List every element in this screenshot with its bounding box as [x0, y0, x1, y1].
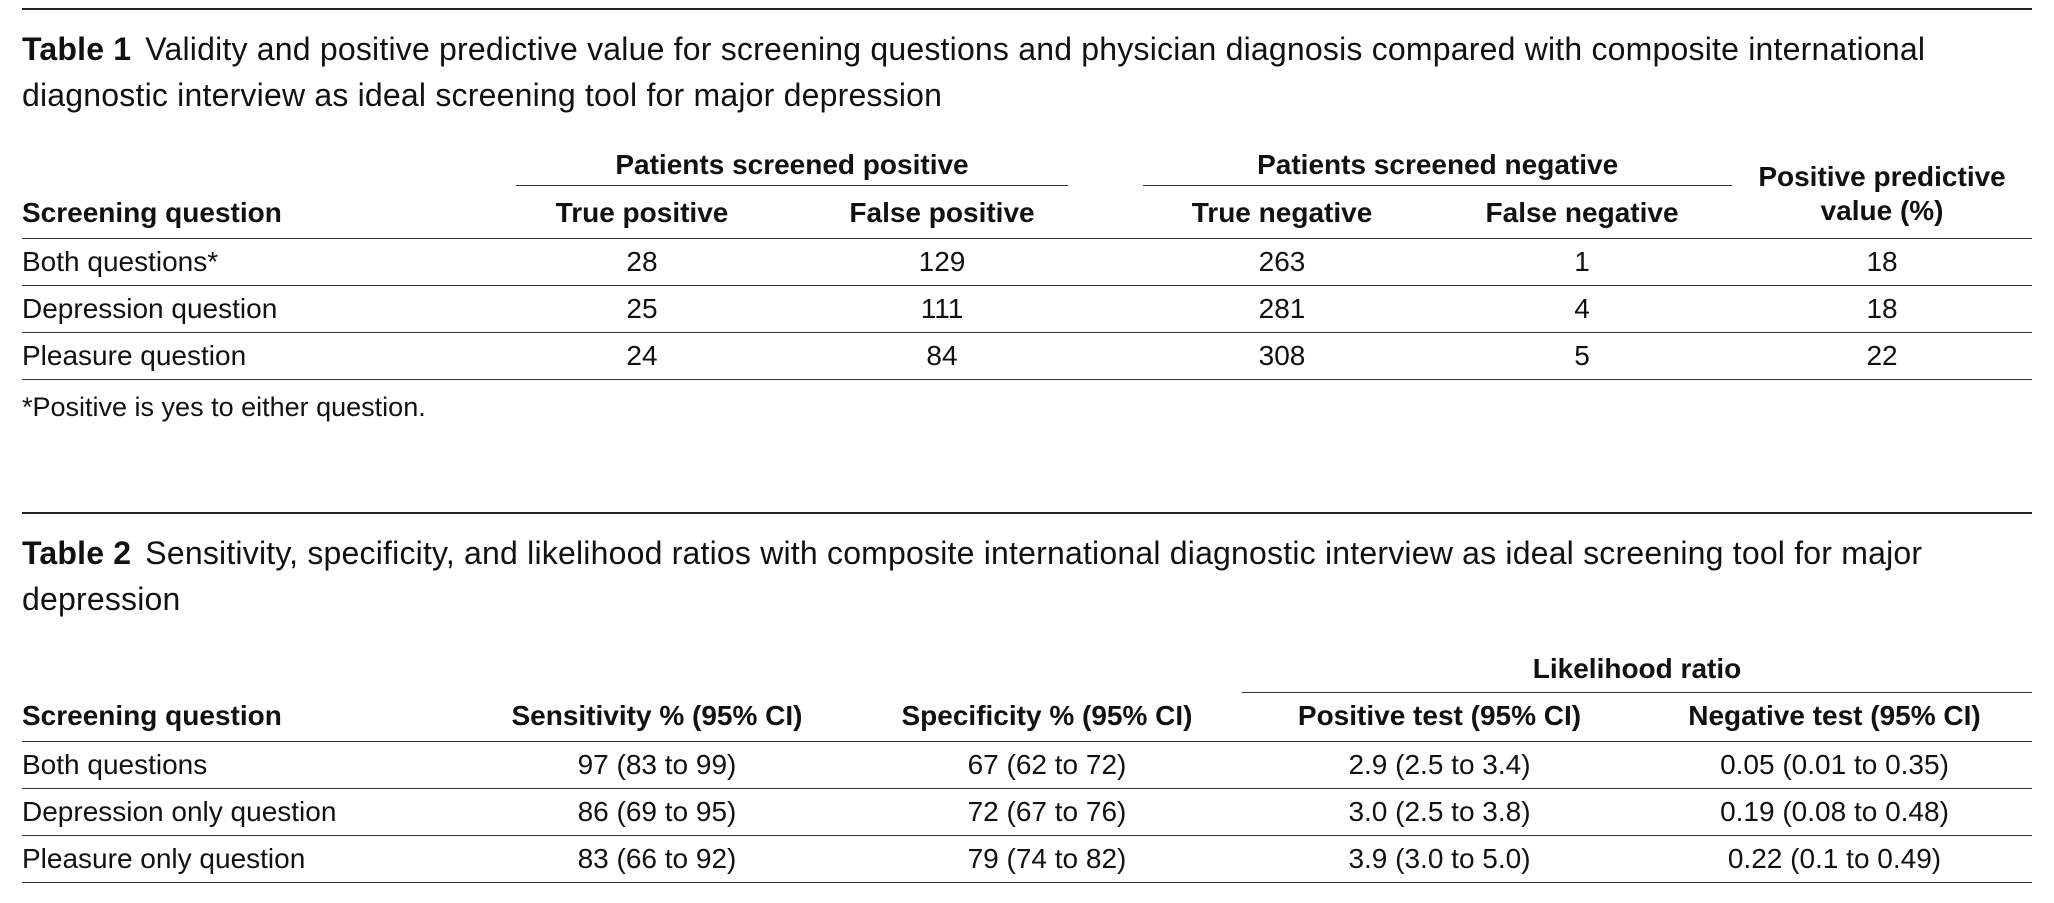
cell-true-negative: 308 — [1092, 332, 1433, 380]
table1-header-ppv: Positive predictive value (%) — [1732, 144, 2033, 239]
table1-header-true-negative: True negative — [1092, 190, 1433, 239]
cell-specificity: 79 (74 to 82) — [852, 835, 1242, 883]
table2-header-negative-test: Negative test (95% CI) — [1637, 692, 2032, 742]
table1-header-true-positive: True positive — [492, 190, 792, 239]
cell-false-negative: 5 — [1432, 332, 1733, 380]
cell-true-negative: 281 — [1092, 285, 1433, 333]
table2-section: Table 2 Sensitivity, specificity, and lik… — [22, 512, 2032, 883]
row-question: Depression question — [22, 285, 492, 333]
cell-false-negative: 1 — [1432, 238, 1733, 286]
table2-label: Table 2 — [22, 535, 132, 571]
cell-false-positive: 129 — [792, 238, 1093, 286]
table2: Likelihood ratio Screening question Sens… — [22, 646, 2032, 883]
cell-negative-test: 0.19 (0.08 to 0.48) — [1637, 788, 2032, 836]
cell-sensitivity: 86 (69 to 95) — [462, 788, 852, 836]
table1-section: Table 1 Validity and positive predictive … — [22, 8, 2033, 423]
cell-sensitivity: 97 (83 to 99) — [462, 741, 852, 789]
table2-header-specificity: Specificity % (95% CI) — [852, 692, 1242, 742]
cell-ppv: 18 — [1732, 238, 2033, 286]
table-row: Depression question 25 111 281 4 18 — [22, 285, 2033, 333]
table1-header-question: Screening question — [22, 190, 492, 239]
cell-true-negative: 263 — [1092, 238, 1433, 286]
cell-specificity: 72 (67 to 76) — [852, 788, 1242, 836]
cell-ppv: 18 — [1732, 285, 2033, 333]
cell-false-negative: 4 — [1432, 285, 1733, 333]
table2-group-likelihood: Likelihood ratio — [1242, 646, 2032, 693]
table1: Patients screened positive Patients scre… — [22, 144, 2033, 380]
cell-negative-test: 0.05 (0.01 to 0.35) — [1637, 741, 2032, 789]
cell-false-positive: 111 — [792, 285, 1093, 333]
cell-positive-test: 3.0 (2.5 to 3.8) — [1242, 788, 1637, 836]
table1-top-rule — [22, 8, 2032, 10]
table-row: Depression only question 86 (69 to 95) 7… — [22, 788, 2032, 836]
cell-ppv: 22 — [1732, 332, 2033, 380]
cell-true-positive: 24 — [492, 332, 792, 380]
cell-negative-test: 0.22 (0.1 to 0.49) — [1637, 835, 2032, 883]
table1-footnote: *Positive is yes to either question. — [22, 392, 426, 422]
table-row: Pleasure question 24 84 308 5 22 — [22, 332, 2033, 380]
cell-true-positive: 28 — [492, 238, 792, 286]
table2-header-sensitivity: Sensitivity % (95% CI) — [462, 692, 852, 742]
cell-true-positive: 25 — [492, 285, 792, 333]
table1-header-false-positive: False positive — [792, 190, 1093, 239]
table2-top-rule — [22, 512, 2032, 514]
table-row: Both questions 97 (83 to 99) 67 (62 to 7… — [22, 741, 2032, 789]
table1-label: Table 1 — [22, 31, 132, 67]
cell-positive-test: 2.9 (2.5 to 3.4) — [1242, 741, 1637, 789]
row-question: Pleasure only question — [22, 835, 462, 883]
row-question: Pleasure question — [22, 332, 492, 380]
row-question: Both questions* — [22, 238, 492, 286]
table-row: Pleasure only question 83 (66 to 92) 79 … — [22, 835, 2032, 883]
table1-caption: Table 1 Validity and positive predictive … — [22, 26, 2032, 118]
table1-group-positive: Patients screened positive — [492, 144, 1092, 190]
table-row: Both questions* 28 129 263 1 18 — [22, 238, 2033, 286]
table2-header-question: Screening question — [22, 692, 462, 742]
table2-caption: Table 2 Sensitivity, specificity, and lik… — [22, 530, 2032, 622]
row-question: Depression only question — [22, 788, 462, 836]
table1-group-negative: Patients screened negative — [1092, 144, 1733, 190]
table2-header-positive-test: Positive test (95% CI) — [1242, 692, 1637, 742]
table2-title: Sensitivity, specificity, and likelihood… — [22, 535, 1923, 617]
cell-sensitivity: 83 (66 to 92) — [462, 835, 852, 883]
table1-header-false-negative: False negative — [1432, 190, 1733, 239]
cell-specificity: 67 (62 to 72) — [852, 741, 1242, 789]
cell-positive-test: 3.9 (3.0 to 5.0) — [1242, 835, 1637, 883]
cell-false-positive: 84 — [792, 332, 1093, 380]
table1-title: Validity and positive predictive value f… — [22, 31, 1926, 113]
row-question: Both questions — [22, 741, 462, 789]
